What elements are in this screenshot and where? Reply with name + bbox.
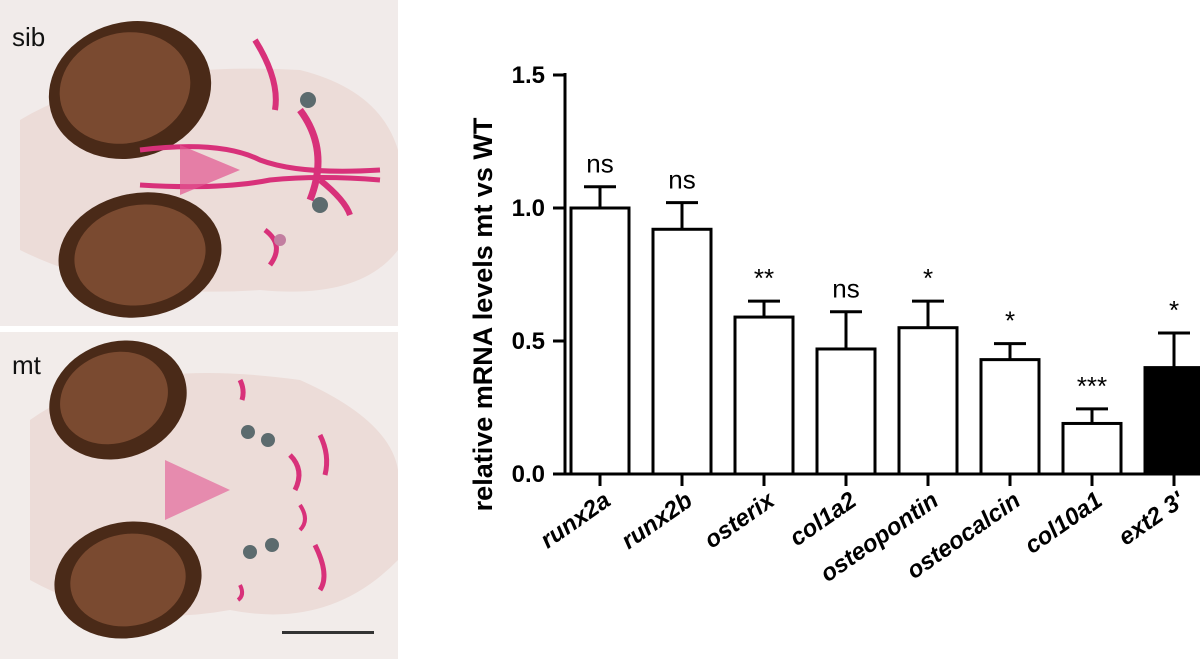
- mrna-bar-chart: relative mRNA levels mt vs WT 0.0 0.5 1.0 1…: [468, 62, 1200, 588]
- significance-label: ns: [668, 165, 695, 195]
- significance-label: *: [1169, 295, 1179, 325]
- sib-larva-image: sib: [0, 0, 398, 326]
- bar-runx2b: [651, 227, 713, 476]
- bar-ext2-3-: [1143, 366, 1200, 476]
- bar-runx2a: [569, 206, 631, 476]
- significance-label: ***: [1077, 371, 1107, 401]
- bar-osteocalcin: [979, 358, 1041, 476]
- y-axis-label: relative mRNA levels mt vs WT: [468, 117, 498, 511]
- panel-label-sib: sib: [12, 22, 45, 52]
- y-tick-label: 0.5: [512, 328, 545, 355]
- significance-label: ns: [586, 149, 613, 179]
- larva-images-panel: sib mt: [0, 0, 400, 659]
- bar-osteopontin: [897, 326, 959, 476]
- x-axis-labels: runx2a runx2b osterix col1a2osteopontinoste…: [535, 474, 1190, 588]
- y-axis-ticks: 0.0 0.5 1.0 1.5: [512, 62, 565, 488]
- panel-label-mt: mt: [12, 350, 42, 380]
- mt-larva-image: mt: [0, 332, 398, 659]
- bar-col1a2: [815, 347, 877, 476]
- significance-label: *: [1005, 306, 1015, 336]
- significance-label: ns: [832, 274, 859, 304]
- y-tick-label: 1.5: [512, 62, 545, 89]
- bars: [569, 206, 1200, 476]
- x-tick-label: col10a1: [1020, 487, 1108, 560]
- x-tick-label: runx2b: [616, 487, 697, 555]
- y-tick-label: 1.0: [512, 195, 545, 222]
- bar-osterix: [733, 315, 795, 476]
- significance-label: **: [754, 263, 774, 293]
- y-tick-label: 0.0: [512, 461, 545, 488]
- x-tick-label: osterix: [699, 486, 780, 554]
- x-tick-label: runx2a: [535, 487, 615, 554]
- error-bars: [584, 185, 1190, 424]
- significance-label: *: [923, 263, 933, 293]
- x-tick-label: ext2 3': [1114, 486, 1191, 551]
- bar-col10a1: [1061, 421, 1123, 476]
